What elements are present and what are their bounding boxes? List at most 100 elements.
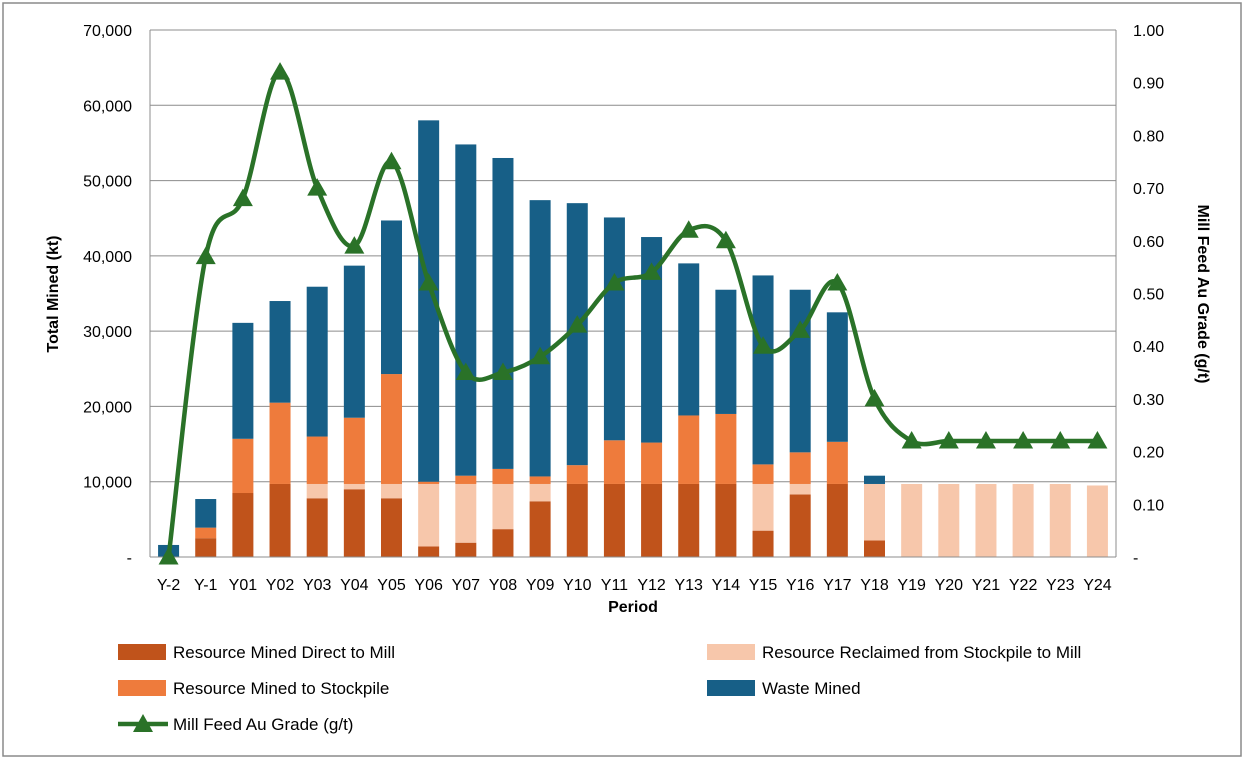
- bar-reclaimed: [492, 483, 514, 530]
- bar-stockpile: [269, 402, 291, 484]
- x-axis-title: Period: [608, 599, 658, 616]
- bar-series: [158, 120, 1108, 557]
- bar-waste: [381, 220, 402, 375]
- y2-tick-label: 0.80: [1133, 128, 1164, 145]
- bar-direct: [492, 529, 514, 557]
- bar-reclaimed: [529, 483, 551, 502]
- bar-waste: [641, 237, 663, 443]
- y-tick-label: 40,000: [83, 249, 132, 266]
- bar-reclaimed: [418, 483, 440, 547]
- x-tick-label: Y06: [414, 577, 443, 594]
- bar-stockpile: [195, 527, 217, 539]
- x-tick-label: Y24: [1083, 577, 1112, 594]
- bar-reclaimed: [789, 483, 811, 495]
- y2-tick-label: 0.70: [1133, 181, 1164, 198]
- grade-marker: [864, 388, 885, 407]
- bar-direct: [752, 530, 774, 557]
- legend: Resource Mined Direct to Mill Resource Re…: [118, 643, 1081, 734]
- grade-marker: [455, 362, 476, 381]
- grade-marker: [753, 336, 774, 354]
- bar-stockpile: [343, 417, 365, 484]
- x-tick-label: Y04: [340, 577, 369, 594]
- x-tick-label: Y19: [897, 577, 926, 594]
- bar-waste: [789, 289, 811, 453]
- legend-label: Resource Mined to Stockpile: [173, 679, 389, 698]
- x-tick-label: Y-2: [157, 577, 181, 594]
- bar-stockpile: [566, 465, 588, 484]
- x-tick-label: Y16: [786, 577, 815, 594]
- bar-stockpile: [306, 436, 328, 484]
- bar-stockpile: [715, 413, 737, 484]
- bar-reclaimed: [864, 483, 885, 541]
- grade-marker: [232, 188, 253, 207]
- grade-marker: [938, 431, 959, 449]
- y2-tick-label: 0.40: [1133, 339, 1164, 356]
- bar-reclaimed: [901, 483, 923, 557]
- bar-waste: [603, 217, 625, 441]
- grade-marker: [418, 272, 439, 291]
- legend-label: Mill Feed Au Grade (g/t): [173, 715, 353, 734]
- x-tick-label: Y03: [303, 577, 332, 594]
- x-tick-label: Y02: [266, 577, 295, 594]
- bar-direct: [566, 483, 588, 557]
- y-tick-label: 20,000: [83, 399, 132, 416]
- y-tick-label: -: [127, 550, 132, 567]
- bar-waste: [455, 144, 477, 476]
- bar-waste: [195, 499, 217, 528]
- bar-direct: [232, 493, 254, 557]
- bar-stockpile: [752, 464, 774, 484]
- legend-label: Resource Reclaimed from Stockpile to Mil…: [762, 643, 1081, 662]
- bar-reclaimed: [1086, 485, 1108, 557]
- bar-reclaimed: [381, 483, 402, 499]
- x-tick-label: Y13: [674, 577, 703, 594]
- bar-direct: [678, 483, 700, 557]
- legend-marker: [133, 714, 153, 732]
- grade-marker: [1013, 431, 1034, 449]
- grade-marker: [641, 262, 662, 280]
- bar-stockpile: [641, 442, 663, 484]
- grade-marker: [790, 320, 811, 338]
- bar-direct: [789, 494, 811, 557]
- y-tick-label: 10,000: [83, 475, 132, 492]
- bar-direct: [306, 498, 328, 557]
- grade-marker: [158, 547, 179, 565]
- y2-tick-label: 0.50: [1133, 287, 1164, 304]
- legend-item-grade: Mill Feed Au Grade (g/t): [118, 714, 353, 734]
- y2-axis-title: Mill Feed Au Grade (g/t): [1194, 205, 1211, 384]
- legend-label: Waste Mined: [762, 679, 861, 698]
- bar-stockpile: [381, 374, 402, 484]
- y2-tick-label: 0.30: [1133, 392, 1164, 409]
- bar-direct: [418, 546, 440, 557]
- y2-tick-label: 0.60: [1133, 234, 1164, 251]
- y2-tick-label: 1.00: [1133, 23, 1164, 40]
- bar-reclaimed: [1049, 483, 1071, 557]
- bar-reclaimed: [306, 483, 328, 499]
- x-tick-label: Y20: [935, 577, 964, 594]
- grade-marker: [975, 431, 996, 449]
- bar-reclaimed: [455, 483, 477, 543]
- bar-waste: [752, 275, 774, 465]
- grade-marker: [381, 151, 402, 170]
- bar-reclaimed: [975, 483, 997, 557]
- legend-swatch: [707, 680, 755, 696]
- grade-line-series: [158, 62, 1108, 565]
- legend-swatch: [118, 644, 166, 660]
- bar-direct: [603, 483, 625, 557]
- x-tick-label: Y08: [489, 577, 518, 594]
- bar-stockpile: [418, 481, 440, 484]
- bar-direct: [529, 501, 551, 557]
- bar-stockpile: [529, 476, 551, 484]
- y-tick-label: 70,000: [83, 23, 132, 40]
- x-tick-label: Y15: [749, 577, 778, 594]
- bar-waste: [715, 289, 737, 414]
- bar-stockpile: [455, 475, 477, 484]
- tick-labels: - 10,000 20,000 30,000 40,000 50,000 60,000 70,…: [83, 23, 1164, 594]
- bar-stockpile: [826, 441, 848, 484]
- grade-marker: [567, 315, 588, 333]
- bar-direct: [715, 483, 737, 557]
- bar-stockpile: [232, 438, 254, 494]
- axes: [149, 30, 1117, 558]
- bar-waste: [343, 265, 365, 418]
- x-tick-label: Y23: [1046, 577, 1075, 594]
